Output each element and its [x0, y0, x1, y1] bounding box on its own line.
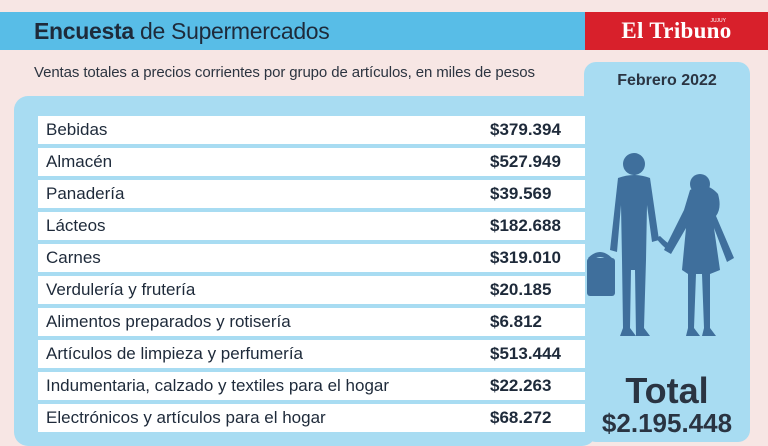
table-row: Electrónicos y artículos para el hogar $6… — [38, 404, 585, 432]
row-value: $513.444 — [486, 340, 585, 368]
couple-with-basket-icon — [587, 153, 734, 336]
total-value: $2.195.448 — [601, 408, 733, 438]
table-row: Artículos de limpieza y perfumería $513.4… — [38, 340, 585, 368]
row-value: $20.185 — [486, 276, 585, 304]
row-value: $319.010 — [486, 244, 585, 272]
page-title-bold: Encuesta — [34, 18, 134, 44]
table-row: Verdulería y frutería $20.185 — [38, 276, 585, 304]
table-row: Panadería $39.569 — [38, 180, 585, 208]
table-row: Bebidas $379.394 — [38, 116, 585, 144]
table-row: Carnes $319.010 — [38, 244, 585, 272]
row-label: Panadería — [38, 180, 486, 208]
row-label: Artículos de limpieza y perfumería — [38, 340, 486, 368]
row-value: $379.394 — [486, 116, 585, 144]
brand-name: El Tribuno — [621, 18, 732, 43]
brand-logo: El Tribuno JUJUY — [585, 12, 768, 50]
summary-panel — [584, 62, 750, 442]
row-label: Bebidas — [38, 116, 486, 144]
brand-tag: JUJUY — [710, 18, 726, 24]
row-value: $68.272 — [486, 404, 585, 432]
row-label: Verdulería y frutería — [38, 276, 486, 304]
row-value: $182.688 — [486, 212, 585, 240]
row-label: Almacén — [38, 148, 486, 176]
row-label: Indumentaria, calzado y textiles para el… — [38, 372, 486, 400]
row-value: $39.569 — [486, 180, 585, 208]
table-row: Lácteos $182.688 — [38, 212, 585, 240]
table-row: Indumentaria, calzado y textiles para el… — [38, 372, 585, 400]
table-row: Alimentos preparados y rotisería $6.812 — [38, 308, 585, 336]
total-label: Total — [625, 370, 709, 411]
row-label: Carnes — [38, 244, 486, 272]
row-label: Alimentos preparados y rotisería — [38, 308, 486, 336]
row-value: $527.949 — [486, 148, 585, 176]
table-row: Almacén $527.949 — [38, 148, 585, 176]
period-label: Febrero 2022 — [617, 72, 717, 89]
row-value: $6.812 — [486, 308, 585, 336]
sales-table: Bebidas $379.394 Almacén $527.949 Panadería $… — [38, 112, 585, 436]
header-bar — [0, 12, 585, 50]
row-label: Lácteos — [38, 212, 486, 240]
page-title-rest: de Supermercados — [133, 18, 330, 44]
row-value: $22.263 — [486, 372, 585, 400]
subtitle: Ventas totales a precios corrientes por … — [34, 64, 535, 81]
row-label: Electrónicos y artículos para el hogar — [38, 404, 486, 432]
page-title: Encuesta de Supermercados — [34, 16, 330, 46]
